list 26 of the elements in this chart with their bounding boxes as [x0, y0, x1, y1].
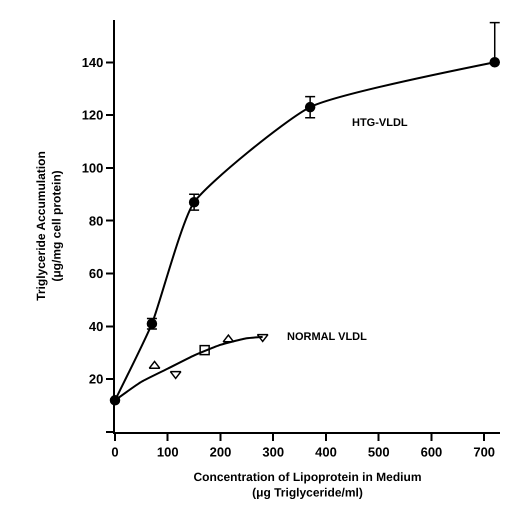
y-tick-label: 40 — [88, 318, 104, 334]
text: NORMAL VLDL — [287, 331, 368, 343]
x-tick-label: 0 — [111, 444, 119, 460]
point — [199, 344, 210, 356]
x-tick-label: 500 — [368, 444, 390, 460]
y-axis-title: Triglyceride Accumulation (μg/mg cell protein) — [34, 151, 64, 301]
y-tick-label: 120 — [82, 108, 104, 123]
point — [256, 334, 269, 342]
x-tick-label: 400 — [315, 444, 337, 460]
point — [148, 360, 160, 369]
point — [170, 370, 182, 380]
x-axis-title: Concentration of Lipoprotein in Medium (μg Triglyceride/ml) — [194, 470, 422, 500]
x-tick-label: 300 — [262, 444, 284, 460]
y-tick-label: 60 — [88, 266, 104, 282]
point — [222, 334, 234, 343]
x-tick-label: 600 — [420, 444, 442, 460]
x-tick-label: 700 — [473, 444, 496, 460]
point — [489, 57, 500, 68]
x-tick-label: 100 — [156, 444, 179, 460]
y-tick-label: 100 — [82, 160, 104, 176]
y-tick-label: 140 — [82, 54, 104, 70]
y-tick-label: 20 — [88, 372, 104, 387]
text: HTG-VLDL — [352, 117, 408, 129]
point — [304, 102, 316, 112]
x-tick-label: 200 — [210, 444, 232, 460]
y-tick-label: 80 — [88, 213, 104, 228]
